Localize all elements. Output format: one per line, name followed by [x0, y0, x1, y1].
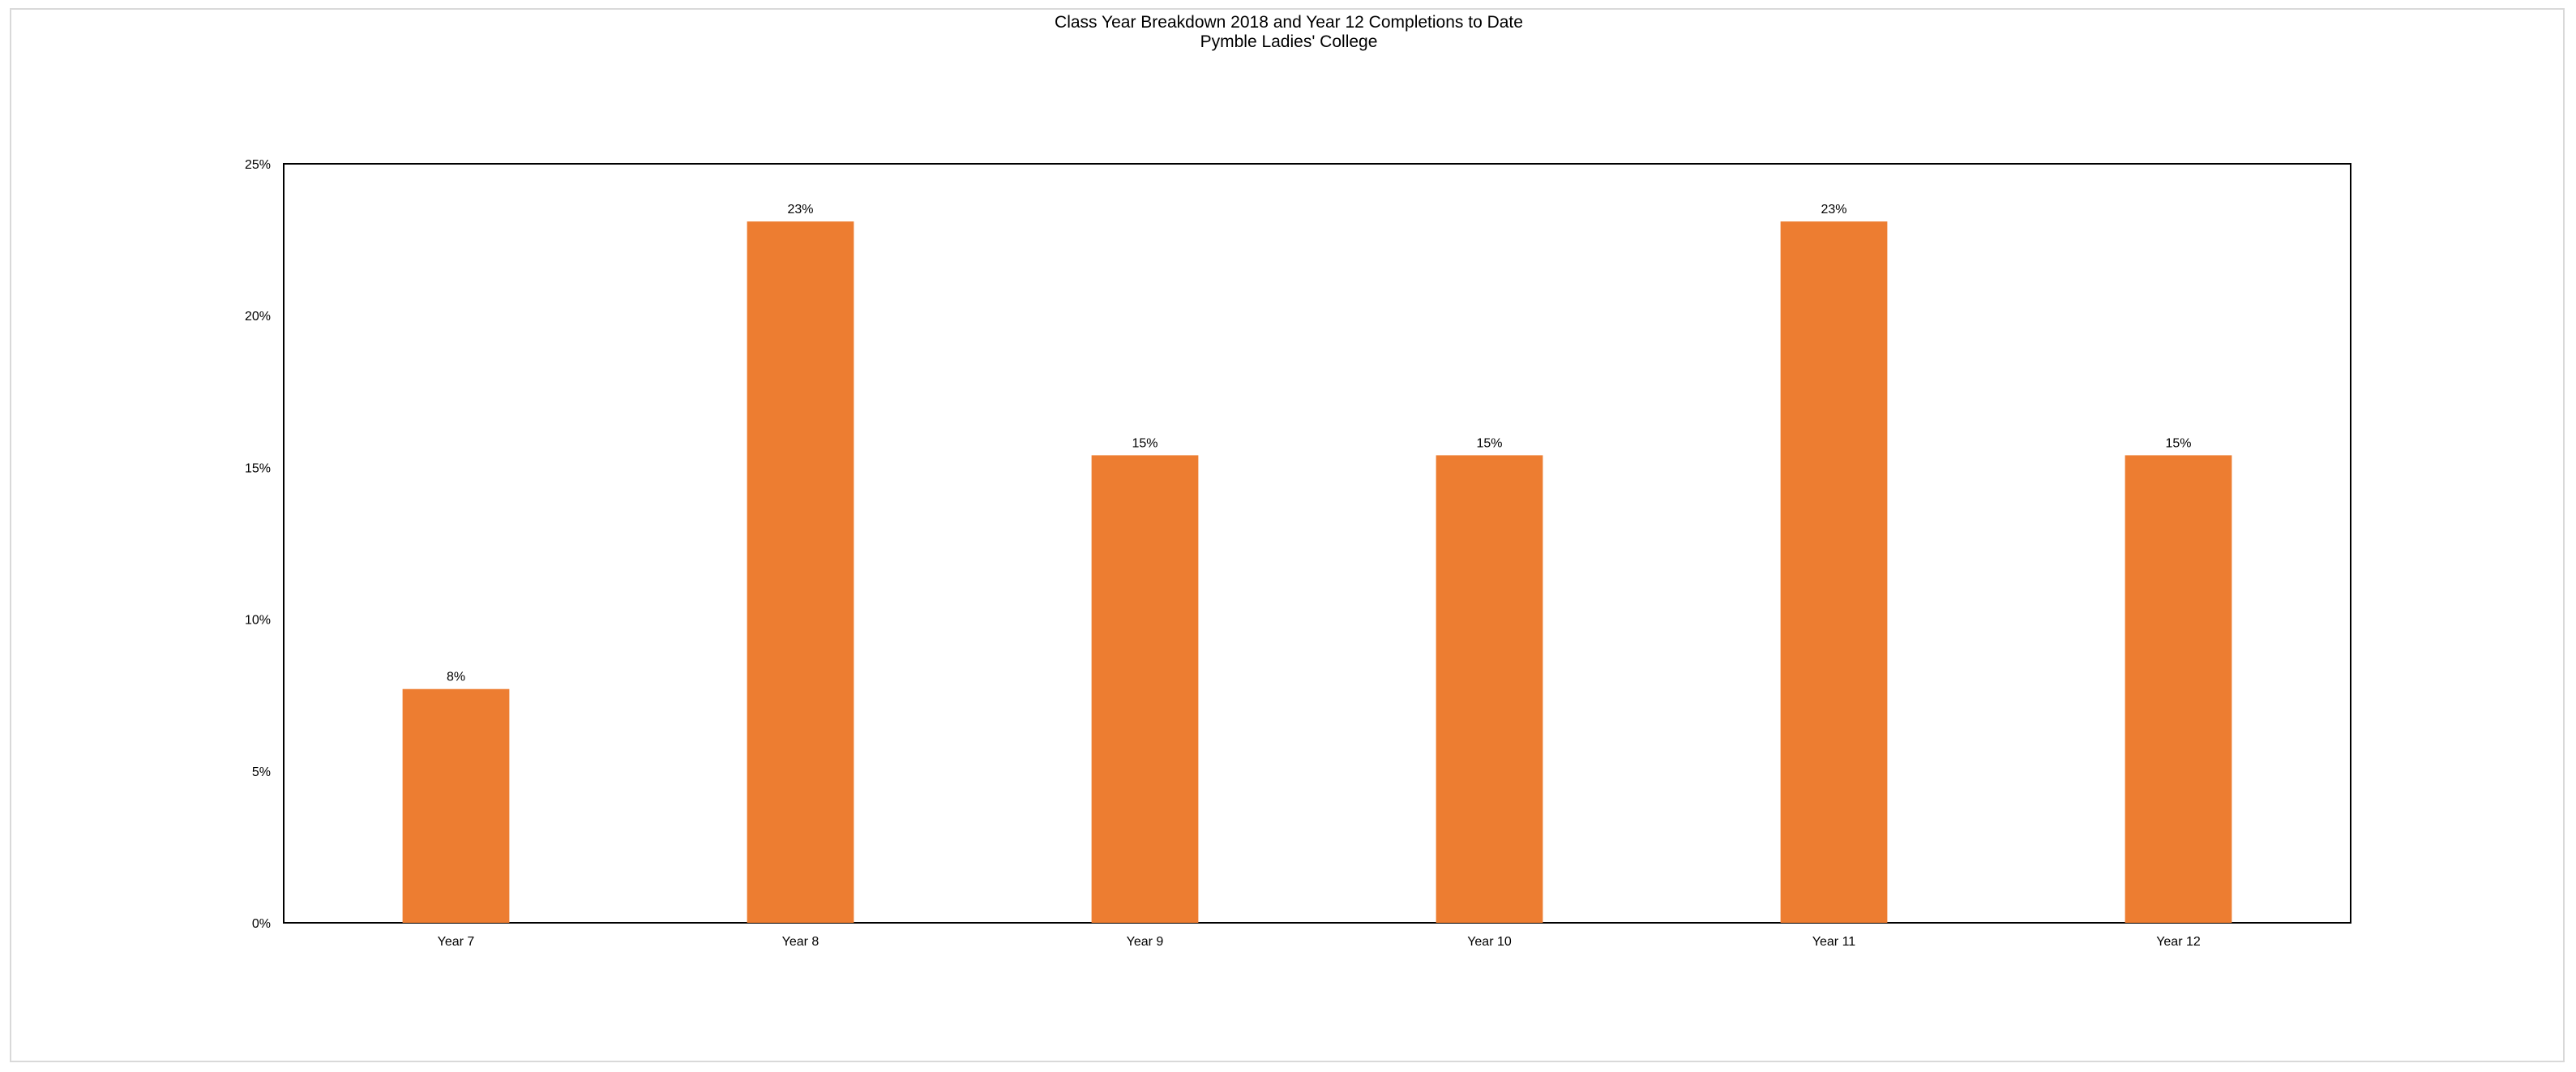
x-tick-label: Year 11: [1812, 935, 1855, 949]
y-tick-label: 5%: [252, 765, 271, 779]
bar: [1780, 221, 1888, 923]
y-tick-label: 25%: [245, 158, 271, 172]
data-labels-group: 8% 23% 15% 15% 23% 15%: [447, 203, 2192, 684]
chart-subtitle: Pymble Ladies' College: [1200, 32, 1378, 51]
y-tick-label: 10%: [245, 614, 271, 628]
bar-data-label: 23%: [787, 203, 813, 217]
bar: [2125, 455, 2232, 923]
y-axis-ticks: 0% 5% 10% 15% 20% 25%: [245, 158, 271, 931]
chart-frame: Class Year Breakdown 2018 and Year 12 Co…: [10, 8, 2565, 1062]
y-tick-label: 15%: [245, 461, 271, 475]
bars-group: [402, 221, 2232, 923]
y-tick-label: 20%: [245, 310, 271, 324]
x-axis-ticks: Year 7 Year 8 Year 9 Year 10 Year 11 Year 12: [438, 935, 2201, 949]
bar-data-label: 15%: [1476, 436, 1502, 450]
x-tick-label: Year 7: [438, 935, 475, 949]
y-tick-label: 0%: [252, 917, 271, 931]
bar-data-label: 8%: [447, 671, 465, 684]
bar: [747, 221, 854, 923]
bar: [1436, 455, 1543, 923]
x-tick-label: Year 9: [1127, 935, 1164, 949]
bar: [1091, 455, 1199, 923]
plot-area-border: [283, 163, 2351, 924]
x-tick-label: Year 12: [2156, 935, 2201, 949]
chart-title: Class Year Breakdown 2018 and Year 12 Co…: [1055, 13, 1523, 32]
bar-data-label: 23%: [1821, 203, 1846, 217]
bar-chart: Class Year Breakdown 2018 and Year 12 Co…: [245, 13, 2351, 949]
x-tick-label: Year 8: [782, 935, 819, 949]
x-tick-label: Year 10: [1467, 935, 1512, 949]
bar: [402, 688, 510, 923]
bar-data-label: 15%: [1132, 436, 1157, 450]
bar-data-label: 15%: [2165, 436, 2191, 450]
